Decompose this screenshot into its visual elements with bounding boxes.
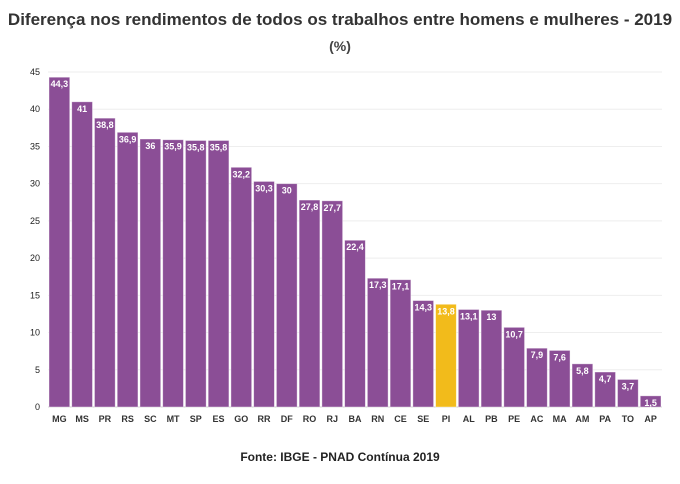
chart-source: Fonte: IBGE - PNAD Contínua 2019 bbox=[240, 450, 440, 464]
bar-rr bbox=[253, 181, 275, 408]
x-tick-label: SP bbox=[190, 414, 202, 424]
bar-pe bbox=[503, 326, 525, 408]
bar-mg bbox=[48, 76, 71, 408]
x-tick-label: PB bbox=[485, 414, 498, 424]
bar-go bbox=[230, 166, 253, 408]
y-tick-label: 25 bbox=[30, 216, 40, 226]
bar-pb bbox=[480, 309, 503, 408]
data-label: 22,4 bbox=[346, 242, 364, 252]
data-label: 36,9 bbox=[119, 134, 137, 144]
y-tick-label: 20 bbox=[30, 253, 40, 263]
x-tick-label: PR bbox=[99, 414, 112, 424]
y-tick-label: 10 bbox=[30, 328, 40, 338]
x-tick-label: TO bbox=[622, 414, 634, 424]
bar-sc bbox=[139, 138, 162, 408]
data-label: 13 bbox=[486, 312, 496, 322]
data-label: 14,3 bbox=[414, 303, 432, 313]
bar-es bbox=[207, 140, 230, 408]
x-tick-label: AC bbox=[530, 414, 543, 424]
data-label: 17,3 bbox=[369, 280, 387, 290]
data-label: 13,8 bbox=[437, 306, 455, 316]
bar-rj bbox=[321, 200, 344, 408]
x-tick-label: RO bbox=[303, 414, 317, 424]
bar-pr bbox=[94, 117, 116, 408]
x-tick-label: SC bbox=[144, 414, 157, 424]
x-tick-label: PE bbox=[508, 414, 520, 424]
x-tick-label: AP bbox=[644, 414, 657, 424]
x-tick-label: RS bbox=[121, 414, 134, 424]
x-tick-label: AL bbox=[463, 414, 475, 424]
x-tick-label: MS bbox=[75, 414, 89, 424]
data-label: 17,1 bbox=[392, 282, 410, 292]
x-tick-label: MT bbox=[167, 414, 180, 424]
y-tick-label: 15 bbox=[30, 290, 40, 300]
data-label: 35,8 bbox=[210, 142, 228, 152]
y-tick-label: 0 bbox=[35, 402, 40, 412]
data-label: 35,9 bbox=[164, 142, 182, 152]
data-label: 36 bbox=[145, 141, 155, 151]
chart-title: Diferença nos rendimentos de todos os tr… bbox=[7, 10, 673, 29]
bar-ap bbox=[639, 395, 662, 408]
data-label: 41 bbox=[77, 104, 87, 114]
data-label: 35,8 bbox=[187, 142, 205, 152]
x-tick-label: RJ bbox=[327, 414, 339, 424]
data-label: 5,8 bbox=[576, 366, 589, 376]
x-tick-label: AM bbox=[575, 414, 589, 424]
bar-se bbox=[412, 300, 434, 408]
data-label: 3,7 bbox=[622, 381, 635, 391]
x-tick-label: SE bbox=[417, 414, 429, 424]
bar-pa bbox=[594, 371, 616, 408]
x-tick-label: RN bbox=[371, 414, 384, 424]
data-label: 30 bbox=[282, 186, 292, 196]
data-label: 7,6 bbox=[553, 352, 566, 362]
chart-subtitle: (%) bbox=[329, 38, 351, 54]
data-label: 1,5 bbox=[644, 398, 657, 408]
y-tick-label: 45 bbox=[30, 67, 40, 77]
bar-mt bbox=[162, 139, 184, 408]
y-tick-label: 5 bbox=[35, 365, 40, 375]
bar-ac bbox=[526, 347, 548, 408]
data-label: 27,7 bbox=[323, 203, 341, 213]
bar-ms bbox=[71, 101, 93, 408]
bar-rs bbox=[116, 131, 139, 408]
data-label: 4,7 bbox=[599, 374, 612, 384]
x-tick-label: ES bbox=[213, 414, 225, 424]
data-label: 10,7 bbox=[505, 329, 523, 339]
bar-al bbox=[457, 309, 480, 408]
data-label: 38,8 bbox=[96, 120, 114, 130]
data-label: 44,3 bbox=[51, 79, 69, 89]
bar-am bbox=[571, 363, 594, 408]
x-tick-label: MA bbox=[553, 414, 567, 424]
bar-sp bbox=[185, 140, 207, 408]
y-tick-label: 40 bbox=[30, 104, 40, 114]
data-label: 32,2 bbox=[233, 169, 251, 179]
data-label: 13,1 bbox=[460, 311, 478, 321]
bar-ma bbox=[548, 350, 571, 408]
bar-ce bbox=[389, 279, 412, 408]
x-tick-label: CE bbox=[394, 414, 407, 424]
y-tick-label: 35 bbox=[30, 141, 40, 151]
bar-rn bbox=[366, 277, 389, 408]
x-tick-label: PA bbox=[599, 414, 611, 424]
x-tick-label: PI bbox=[442, 414, 451, 424]
bar-ro bbox=[298, 199, 321, 408]
x-tick-label: DF bbox=[281, 414, 293, 424]
x-tick-label: GO bbox=[234, 414, 248, 424]
x-tick-label: RR bbox=[258, 414, 271, 424]
x-tick-label: BA bbox=[349, 414, 362, 424]
data-label: 30,3 bbox=[255, 183, 273, 193]
x-tick-label: MG bbox=[52, 414, 67, 424]
bar-ba bbox=[344, 239, 366, 408]
bar-df bbox=[276, 183, 298, 408]
data-label: 27,8 bbox=[301, 202, 319, 212]
bar-pi bbox=[435, 303, 457, 408]
y-tick-label: 30 bbox=[30, 179, 40, 189]
bar-to bbox=[617, 379, 639, 408]
data-label: 7,9 bbox=[531, 350, 544, 360]
